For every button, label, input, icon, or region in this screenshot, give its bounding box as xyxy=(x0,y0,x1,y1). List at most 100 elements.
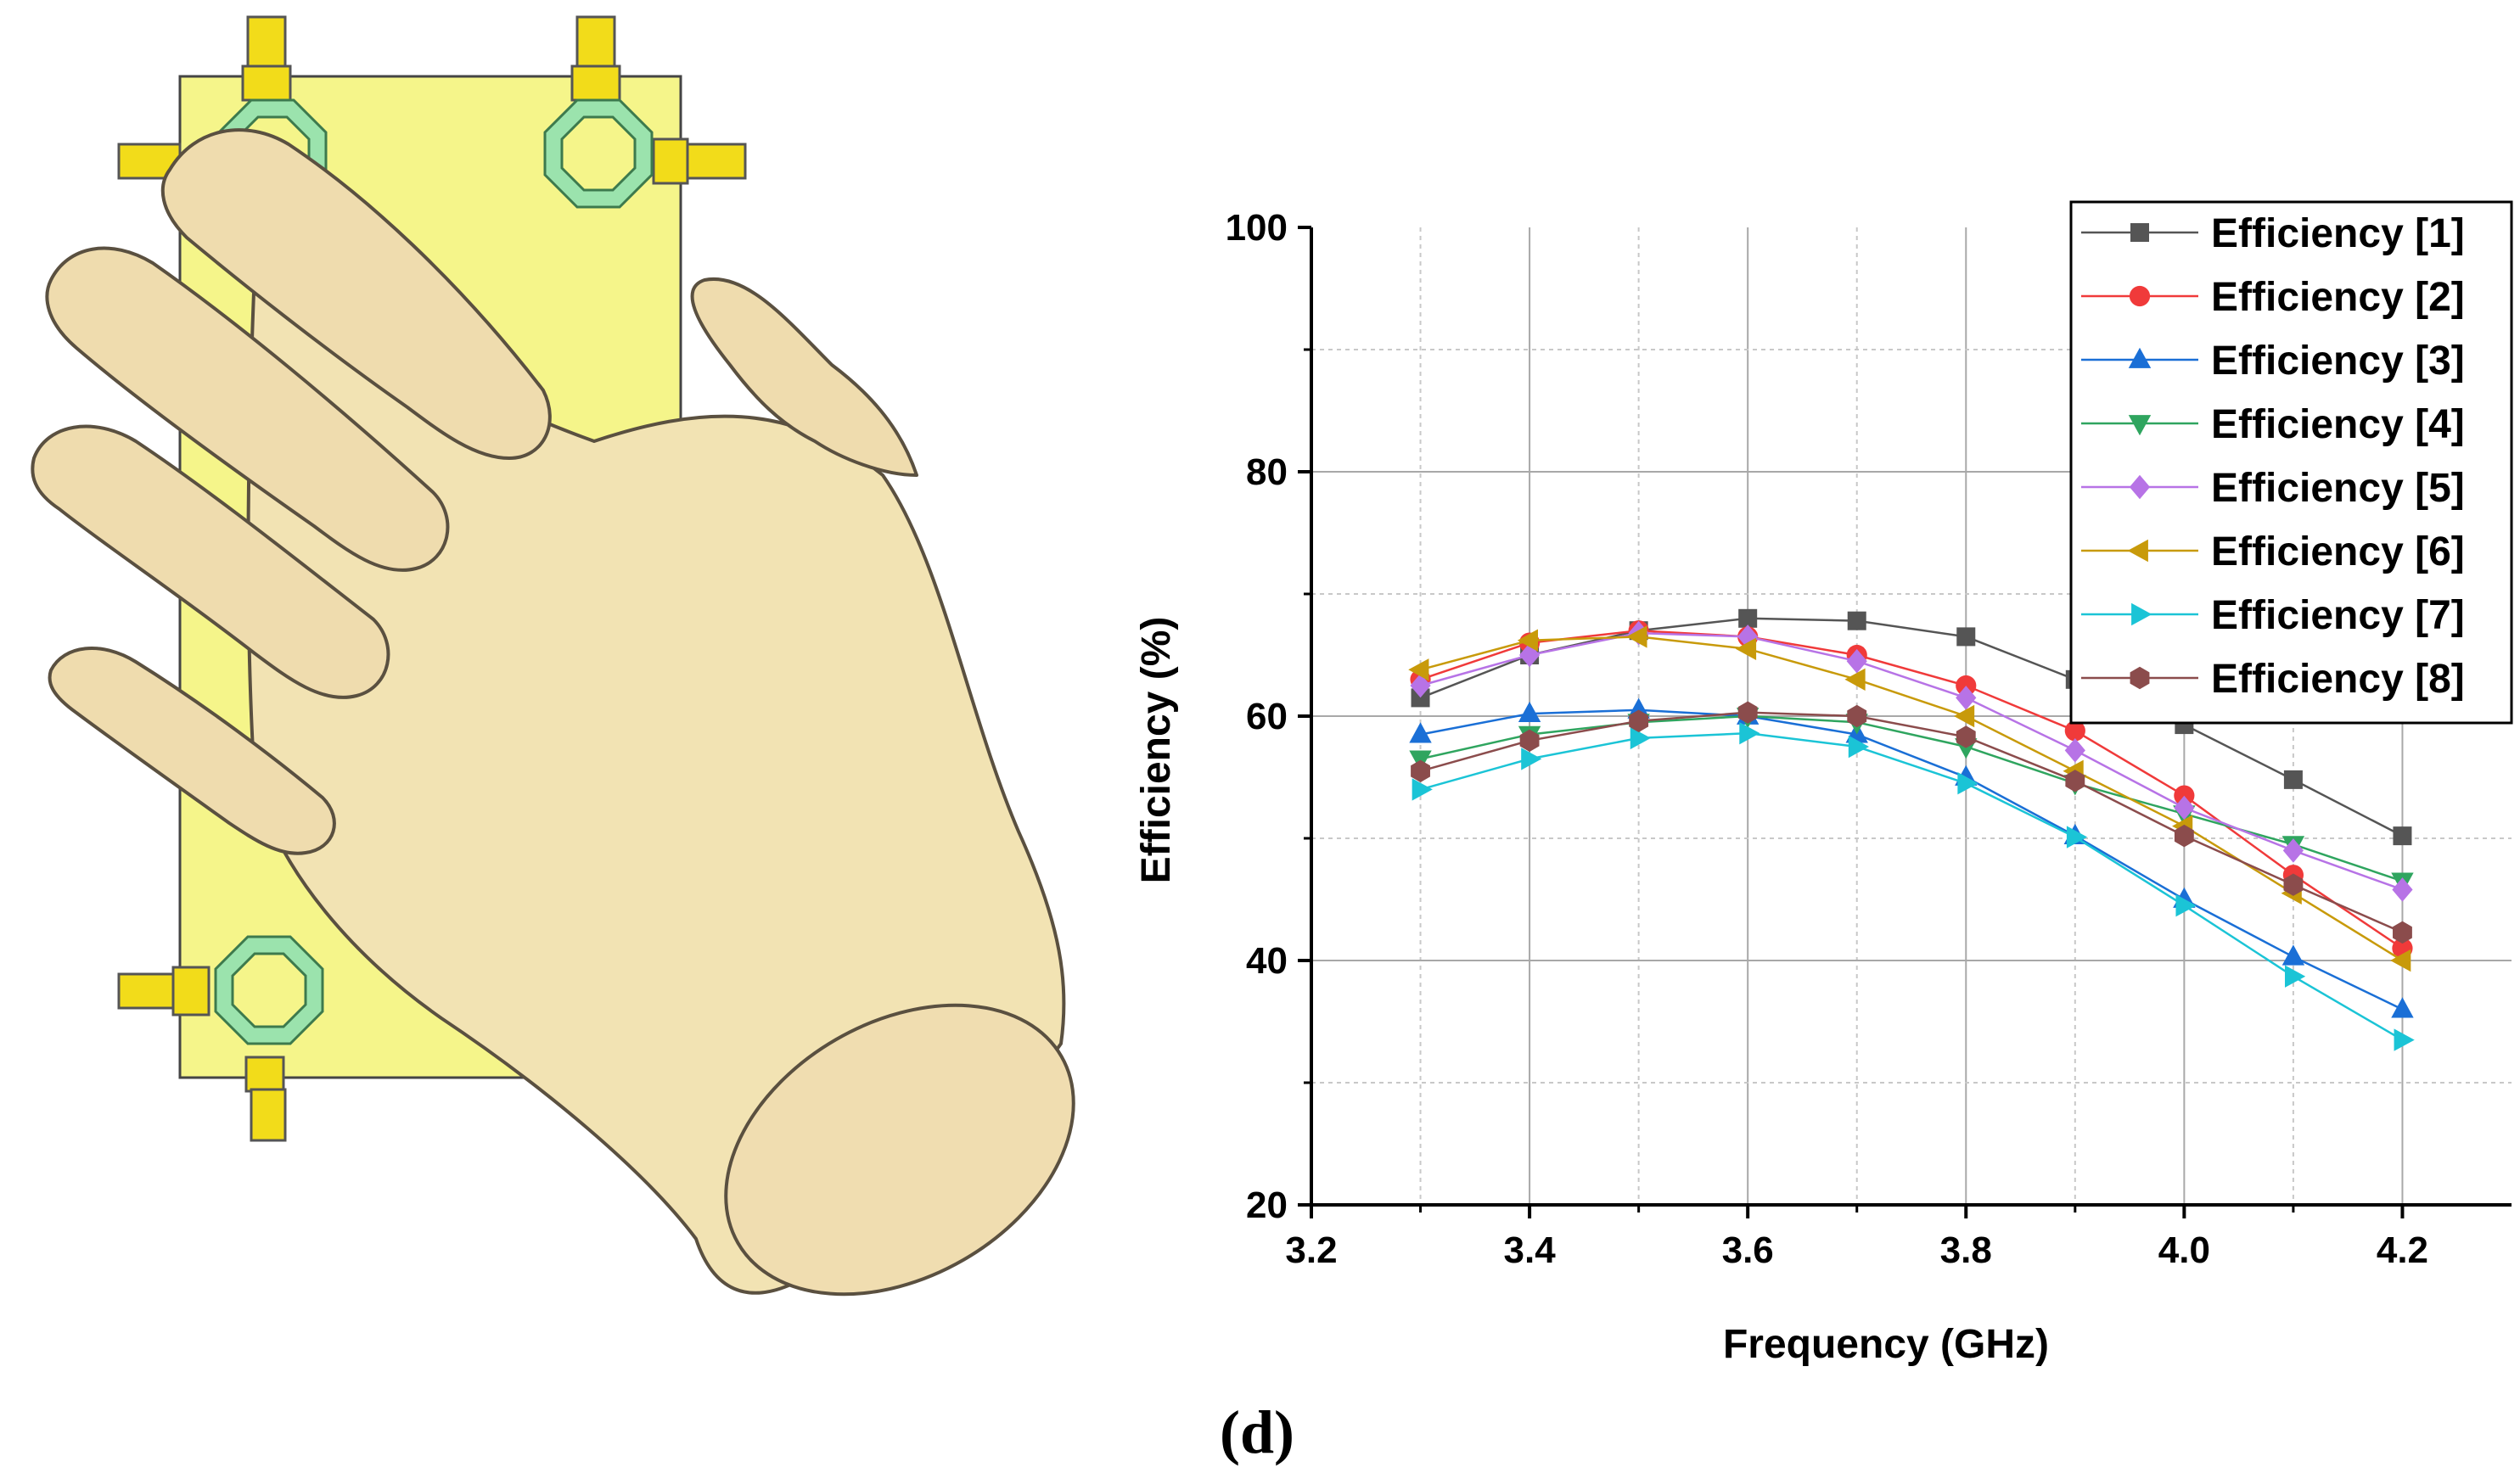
x-tick-label: 3.2 xyxy=(1285,1229,1337,1271)
hand-phantom xyxy=(31,128,1075,1297)
y-tick-label: 60 xyxy=(1246,696,1288,737)
legend-label: Efficiency [2] xyxy=(2211,275,2465,320)
series-line xyxy=(1420,731,2404,1041)
series-7 xyxy=(1412,721,2415,1051)
data-point xyxy=(2285,965,2306,988)
data-point xyxy=(1846,648,1867,674)
data-point xyxy=(1956,627,1976,647)
data-point xyxy=(1629,709,1649,732)
data-point xyxy=(1956,725,1976,748)
legend-label: Efficiency [6] xyxy=(2211,529,2465,574)
data-point xyxy=(1408,658,1429,681)
x-tick-label: 3.4 xyxy=(1504,1229,1557,1271)
legend-label: Efficiency [1] xyxy=(2211,211,2465,256)
data-point xyxy=(2174,785,2195,806)
legend-marker xyxy=(2130,666,2150,690)
data-point xyxy=(1521,748,1542,770)
legend-item: Efficiency [5] xyxy=(2081,466,2465,511)
series-line xyxy=(1420,708,2403,1011)
panel-label: (d) xyxy=(1220,1398,1294,1466)
data-point xyxy=(2064,720,2085,742)
feed-port-top-right xyxy=(570,15,621,102)
data-point xyxy=(1848,735,1870,759)
legend-label: Efficiency [3] xyxy=(2211,339,2465,384)
data-point xyxy=(2391,997,2414,1018)
legend-marker xyxy=(2127,539,2148,563)
data-point xyxy=(1847,611,1866,630)
data-point xyxy=(1738,608,1758,628)
octagon-ring-bottom-left xyxy=(214,935,324,1045)
hand-wrist xyxy=(724,1003,1075,1297)
y-tick-label: 100 xyxy=(1226,207,1288,249)
chart-axes xyxy=(1298,226,2512,1218)
legend-marker xyxy=(2130,223,2149,242)
series-3 xyxy=(1409,697,2414,1018)
data-point xyxy=(1412,778,1433,801)
legend-label: Efficiency [7] xyxy=(2211,593,2465,638)
series-line xyxy=(1420,617,2404,837)
legend-marker xyxy=(2129,474,2151,500)
hand-finger-index xyxy=(160,128,552,460)
x-tick-label: 4.0 xyxy=(2158,1229,2210,1271)
octagon-ring-top-right xyxy=(543,98,654,209)
data-point xyxy=(2283,873,2304,896)
data-point xyxy=(2066,826,2088,849)
data-point xyxy=(1844,668,1866,691)
data-point xyxy=(2393,921,2412,944)
data-point xyxy=(1519,729,1540,752)
legend-item: Efficiency [8] xyxy=(2081,657,2465,702)
feed-port-left-bottom xyxy=(117,966,210,1017)
data-point xyxy=(2282,838,2304,863)
data-point xyxy=(1630,726,1651,750)
legend-marker xyxy=(2128,415,2152,436)
x-axis-title: Frequency (GHz) xyxy=(1723,1322,2049,1367)
data-point xyxy=(1517,629,1538,652)
data-point xyxy=(1739,721,1760,745)
data-point xyxy=(2394,1028,2415,1051)
data-point xyxy=(2174,824,2194,848)
legend-label: Efficiency [5] xyxy=(2211,466,2465,511)
legend-item: Efficiency [4] xyxy=(2081,402,2465,447)
efficiency-chart: 3.2 3.4 3.6 3.8 4.0 4.2 20 40 60 80 100 Frequency… xyxy=(1134,200,2513,1466)
legend-item: Efficiency [3] xyxy=(2081,339,2465,384)
legend-label: Efficiency [8] xyxy=(2211,657,2465,702)
x-tick-label: 3.8 xyxy=(1940,1229,1992,1271)
data-point xyxy=(1518,642,1541,668)
data-point xyxy=(2392,877,2413,902)
feed-port-top-left xyxy=(241,15,292,102)
series-line xyxy=(1420,629,2404,949)
feed-port-left-top xyxy=(117,143,182,180)
data-point xyxy=(2390,949,2411,972)
data-point xyxy=(2065,770,2085,793)
hand-finger-little xyxy=(48,647,336,855)
legend-item: Efficiency [7] xyxy=(2081,593,2465,638)
x-tick-labels: 3.2 3.4 3.6 3.8 4.0 4.2 xyxy=(1285,1229,2428,1271)
legend-marker xyxy=(2128,347,2152,368)
data-point xyxy=(2393,826,2412,846)
y-tick-label: 20 xyxy=(1246,1185,1288,1226)
data-point xyxy=(1409,722,1432,743)
series-line xyxy=(1420,631,2403,891)
data-point xyxy=(1411,688,1430,708)
series-8 xyxy=(1411,701,2412,944)
data-point xyxy=(1626,625,1647,648)
data-point xyxy=(1735,637,1757,660)
y-tick-labels: 20 40 60 80 100 xyxy=(1226,207,1288,1226)
data-point xyxy=(2175,894,2197,917)
hand-thumb xyxy=(690,277,918,477)
legend-item: Efficiency [1] xyxy=(2081,211,2465,256)
y-tick-label: 80 xyxy=(1246,451,1288,493)
feed-port-bottom xyxy=(244,1056,287,1142)
data-point xyxy=(2174,795,2195,821)
y-axis-title: Efficiency (%) xyxy=(1134,617,1179,884)
series-line xyxy=(1420,711,2403,934)
chart-legend: Efficiency [1] Efficiency [2] Efficiency [… xyxy=(2069,200,2513,725)
data-point xyxy=(1518,701,1541,723)
y-tick-label: 40 xyxy=(1246,940,1288,982)
data-point xyxy=(1956,675,1977,697)
data-point xyxy=(1411,759,1430,782)
chart-series xyxy=(1408,608,2415,1051)
hand-finger-middle xyxy=(45,246,450,572)
data-point xyxy=(1847,704,1867,728)
x-tick-label: 4.2 xyxy=(2377,1229,2428,1271)
